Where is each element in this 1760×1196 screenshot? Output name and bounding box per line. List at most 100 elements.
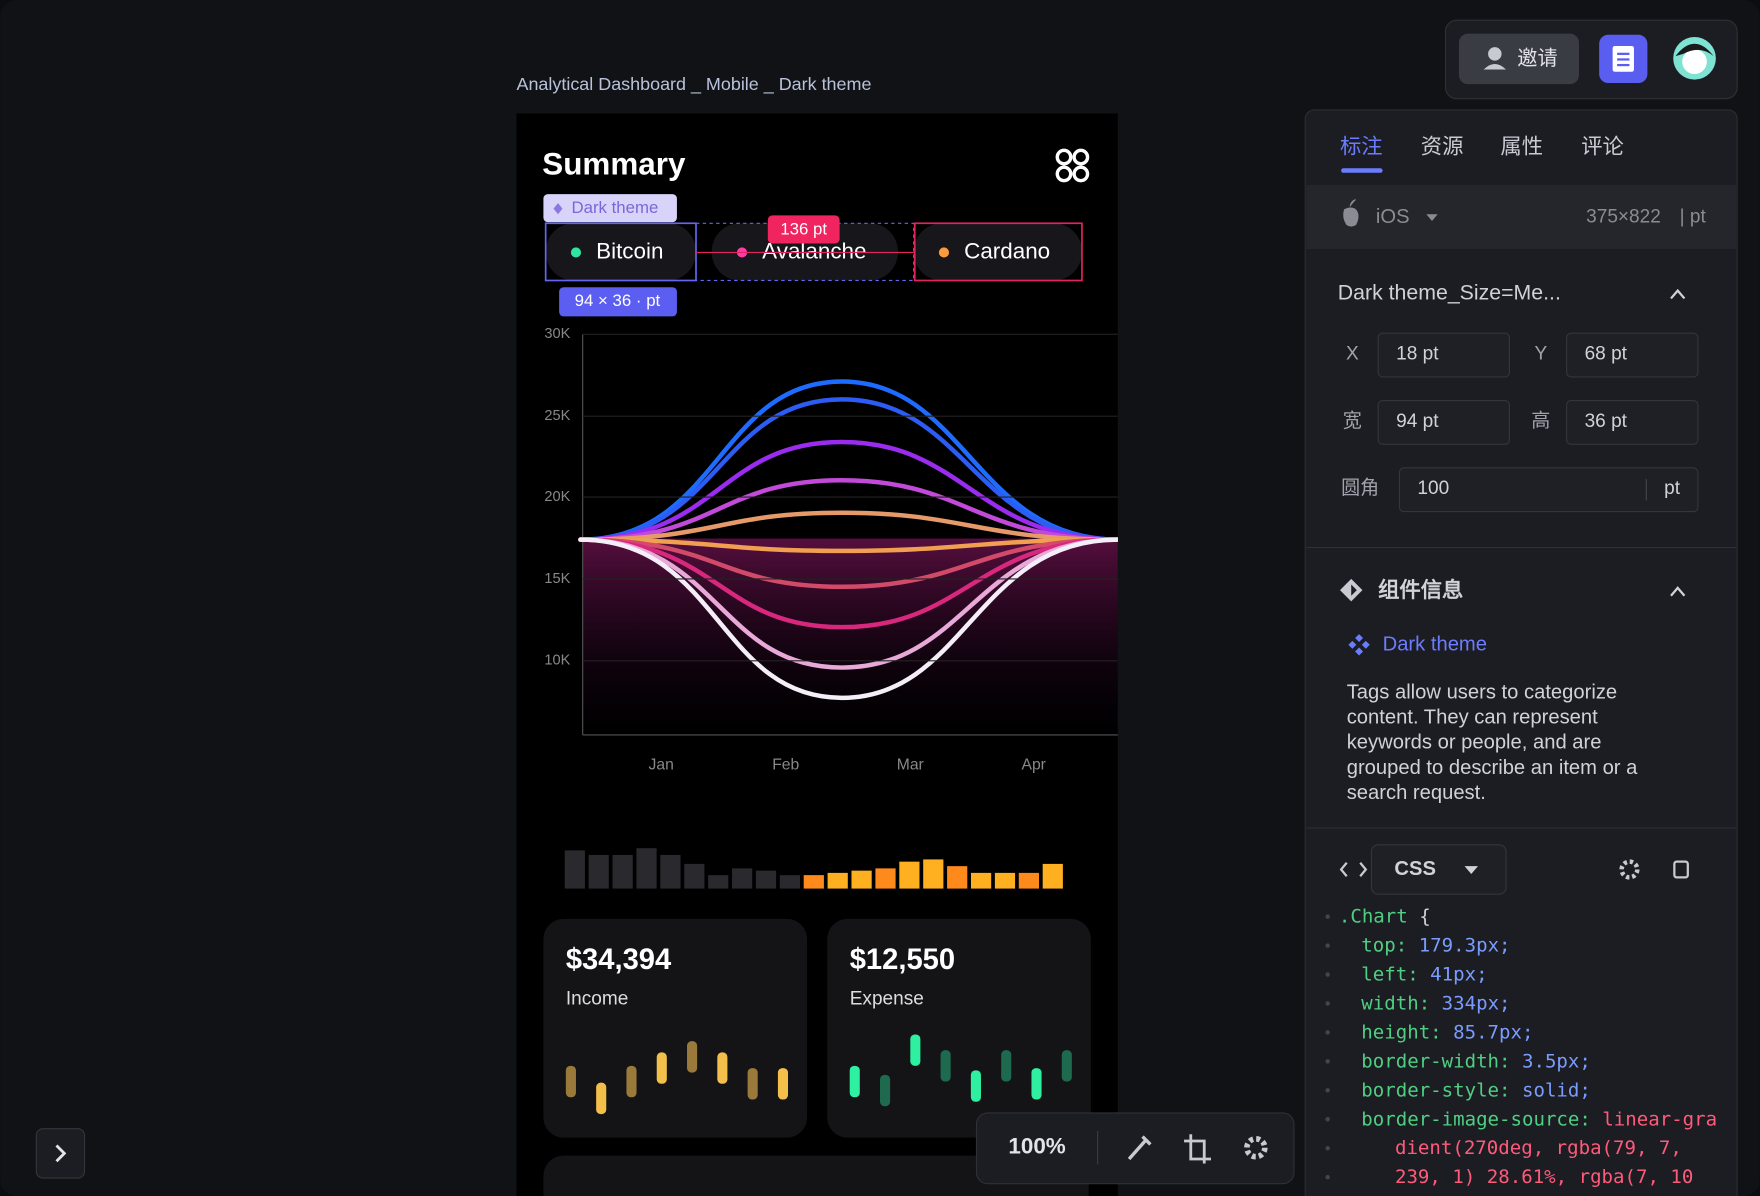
mini-bar: [910, 1034, 921, 1066]
field-label: Y: [1534, 344, 1547, 365]
code-line: height: 85.7px;: [1361, 1021, 1533, 1043]
y-label: 15K: [544, 571, 570, 587]
frame-icon[interactable]: [1184, 1134, 1211, 1164]
code-line: left: 41px;: [1361, 963, 1487, 985]
settings-icon[interactable]: [1244, 1135, 1268, 1160]
hist-bar: [803, 875, 824, 889]
hist-bar: [851, 870, 872, 889]
curve: [578, 397, 1118, 542]
hist-bar: [923, 859, 944, 889]
lang-dropdown: [1464, 866, 1478, 874]
hist-bar: [1018, 872, 1039, 889]
grid-icon: [1055, 148, 1090, 183]
field-input[interactable]: [1377, 332, 1510, 378]
settings-icon[interactable]: [1619, 859, 1640, 880]
invite-icon-body: [1483, 63, 1507, 70]
chip-dot: [938, 247, 949, 258]
hist-bar: [970, 872, 992, 889]
field-value: 18 pt: [1396, 344, 1439, 365]
picker-icon[interactable]: [1127, 1135, 1152, 1161]
partial-card: [543, 1155, 1089, 1196]
mini-bar: [717, 1052, 728, 1084]
code-line: 239, 1) 28.61%, rgba(7, 10: [1395, 1166, 1693, 1188]
code-token: 179.3px;: [1407, 934, 1510, 956]
chevron: [55, 1144, 67, 1163]
radius-unit: pt: [1664, 478, 1681, 499]
curve: [578, 537, 1118, 590]
tab[interactable]: 资源: [1421, 135, 1464, 159]
chip-dot: [570, 247, 581, 258]
code-token: top:: [1361, 934, 1407, 956]
line-dot: [1325, 1117, 1330, 1122]
line-dot: [1325, 914, 1330, 919]
tab[interactable]: 标注: [1340, 135, 1383, 159]
measure-badge: [767, 215, 840, 244]
tag-badge: [543, 194, 677, 223]
code-token: height:: [1361, 1021, 1441, 1043]
mini-bar: [880, 1074, 891, 1107]
collapse-icon[interactable]: [1670, 288, 1686, 300]
hist-bar: [779, 875, 801, 889]
invite-button[interactable]: [1458, 33, 1579, 85]
x-label: Jan: [649, 756, 674, 773]
doc-lines: [1617, 52, 1630, 67]
code-token: 85.7px;: [1442, 1021, 1534, 1043]
curve: [578, 510, 1118, 542]
chip: [545, 223, 696, 281]
line-dot: [1325, 1059, 1330, 1064]
hist-bar: [708, 875, 729, 889]
hist-bar: [827, 872, 848, 889]
code-line: border-width: 3.5px;: [1361, 1050, 1591, 1072]
mini-bar: [747, 1068, 758, 1100]
code-token: 41px;: [1419, 963, 1488, 985]
field-label: 高: [1531, 410, 1550, 432]
code-token: border-width:: [1361, 1050, 1510, 1072]
platform[interactable]: iOS: [1376, 206, 1410, 228]
hist-bar: [612, 854, 633, 889]
code-token: rgba(7, 10: [1567, 1166, 1693, 1188]
collapse-icon[interactable]: [1670, 586, 1686, 597]
tab[interactable]: 属性: [1500, 135, 1543, 159]
tab[interactable]: 评论: [1581, 135, 1624, 159]
line-dot: [1325, 1030, 1330, 1035]
expand-button[interactable]: [35, 1128, 86, 1179]
field-input[interactable]: [1377, 399, 1510, 445]
x-label: Mar: [897, 756, 924, 773]
radius-label: 圆角: [1341, 477, 1379, 499]
histogram: [564, 848, 1063, 889]
summary-title: Summary: [542, 146, 686, 181]
mini-bar: [687, 1041, 698, 1073]
card-label: Income: [566, 989, 629, 1010]
code-line: .Chart {: [1339, 905, 1431, 927]
component-link[interactable]: Dark theme: [1383, 633, 1487, 655]
code-token: border-image-source:: [1361, 1108, 1591, 1130]
x-label: Apr: [1021, 756, 1045, 773]
line-dot: [1325, 943, 1330, 948]
zoom-level[interactable]: 100%: [1008, 1134, 1065, 1159]
field-input[interactable]: [1566, 332, 1699, 378]
hist-bar: [899, 861, 920, 889]
fields: X 18 pt Y 68 pt 宽 94 pt 高 36 pt: [1343, 332, 1699, 445]
lang-select[interactable]: [1370, 844, 1507, 895]
radius-value: 100: [1417, 478, 1449, 499]
code-line: dient(270deg, rgba(79, 7,: [1395, 1137, 1682, 1159]
code-line: border-image-source: linear-gra: [1361, 1108, 1717, 1130]
code-token: border-style:: [1361, 1079, 1510, 1101]
field-value: 36 pt: [1585, 411, 1628, 432]
code-token: 3.5px;: [1511, 1050, 1591, 1072]
field-input[interactable]: [1566, 399, 1699, 445]
line-dot: [1325, 1001, 1330, 1006]
mini-bar: [565, 1065, 576, 1098]
curve: [578, 477, 1118, 542]
card-amount: $34,394: [566, 944, 672, 976]
curve: [578, 537, 1118, 554]
y-label: 10K: [544, 653, 570, 669]
y-label: 30K: [544, 326, 570, 342]
code-token: 334px;: [1430, 992, 1510, 1014]
platform-dropdown[interactable]: [1426, 214, 1438, 222]
copy-icon[interactable]: [1673, 860, 1689, 879]
frame-size: 375×822: [1586, 207, 1661, 228]
mini-bar: [656, 1052, 667, 1084]
radius-input[interactable]: [1398, 467, 1699, 513]
